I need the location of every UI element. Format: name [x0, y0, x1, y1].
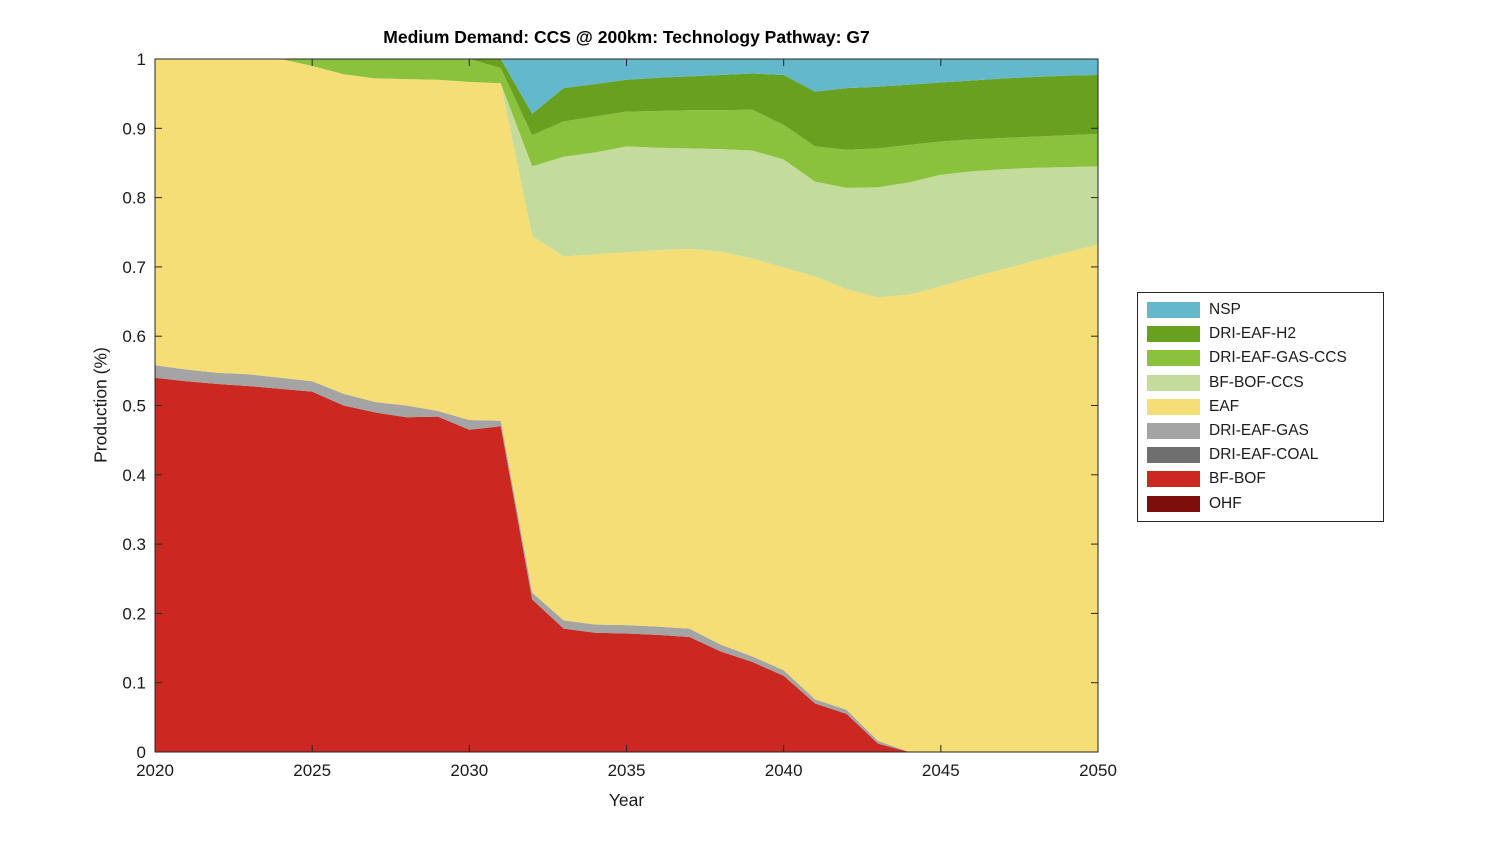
y-tick-label: 0 — [137, 743, 146, 762]
legend-label: OHF — [1209, 494, 1242, 512]
legend-label: DRI-EAF-GAS-CCS — [1209, 349, 1347, 367]
area-eaf — [155, 59, 1098, 752]
legend-label: NSP — [1209, 301, 1241, 319]
legend-swatch-eaf — [1147, 398, 1200, 415]
legend-swatch-dri-eaf-coal — [1147, 447, 1200, 464]
y-tick-label: 0.5 — [122, 396, 146, 415]
legend-label: DRI-EAF-H2 — [1209, 325, 1296, 343]
y-tick-label: 0.1 — [122, 674, 146, 693]
legend-item: DRI-EAF-GAS — [1138, 419, 1383, 443]
y-tick-label: 0.4 — [122, 466, 146, 485]
legend-item: DRI-EAF-GAS-CCS — [1138, 346, 1383, 370]
legend-swatch-dri-eaf-gas — [1147, 423, 1200, 440]
legend-label: BF-BOF — [1209, 470, 1266, 488]
area-dri-eaf-h2 — [155, 59, 1098, 150]
legend-item: EAF — [1138, 395, 1383, 419]
y-tick-label: 0.3 — [122, 535, 146, 554]
legend-swatch-bf-bof — [1147, 471, 1200, 488]
y-tick-label: 0.9 — [122, 119, 146, 138]
y-tick-label: 0.2 — [122, 604, 146, 623]
legend-swatch-bf-bof-ccs — [1147, 374, 1200, 391]
y-tick-label: 1 — [137, 50, 146, 69]
tick-labels: 2020 2025 2030 2035 2040 2045 2050 0 0.1 0.2 0.3 0.… — [122, 50, 1117, 780]
legend-label: BF-BOF-CCS — [1209, 373, 1304, 391]
legend-swatch-dri-eaf-gas-ccs — [1147, 350, 1200, 367]
legend-item: BF-BOF — [1138, 467, 1383, 491]
area-bf-bof — [155, 377, 1098, 752]
legend-swatch-nsp — [1147, 302, 1200, 319]
legend-item: DRI-EAF-H2 — [1138, 322, 1383, 346]
x-tick-label: 2040 — [765, 761, 803, 780]
legend-swatch-dri-eaf-h2 — [1147, 326, 1200, 343]
legend-label: EAF — [1209, 397, 1240, 415]
x-tick-label: 2035 — [608, 761, 646, 780]
tick-marks — [154, 58, 1099, 753]
y-tick-label: 0.6 — [122, 327, 146, 346]
area-series-group — [155, 59, 1098, 752]
legend: NSP DRI-EAF-H2 DRI-EAF-GAS-CCS BF-BOF-CCS EA… — [1137, 292, 1384, 522]
area-nsp — [155, 59, 1098, 114]
legend-item: NSP — [1138, 298, 1383, 322]
legend-item: BF-BOF-CCS — [1138, 371, 1383, 395]
chart-title: Medium Demand: CCS @ 200km: Technology P… — [383, 27, 870, 47]
y-tick-label: 0.8 — [122, 189, 146, 208]
legend-item: OHF — [1138, 492, 1383, 516]
x-axis-label: Year — [608, 790, 645, 810]
x-tick-label: 2025 — [293, 761, 331, 780]
area-dri-eaf-gas-ccs — [155, 59, 1098, 188]
x-tick-label: 2030 — [450, 761, 488, 780]
legend-item: DRI-EAF-COAL — [1138, 443, 1383, 467]
x-tick-label: 2020 — [136, 761, 174, 780]
area-bf-bof-ccs — [155, 59, 1098, 298]
x-tick-label: 2045 — [922, 761, 960, 780]
legend-swatch-ohf — [1147, 495, 1200, 512]
x-tick-label: 2050 — [1079, 761, 1117, 780]
legend-label: DRI-EAF-GAS — [1209, 422, 1309, 440]
legend-label: DRI-EAF-COAL — [1209, 446, 1319, 464]
y-tick-label: 0.7 — [122, 258, 146, 277]
